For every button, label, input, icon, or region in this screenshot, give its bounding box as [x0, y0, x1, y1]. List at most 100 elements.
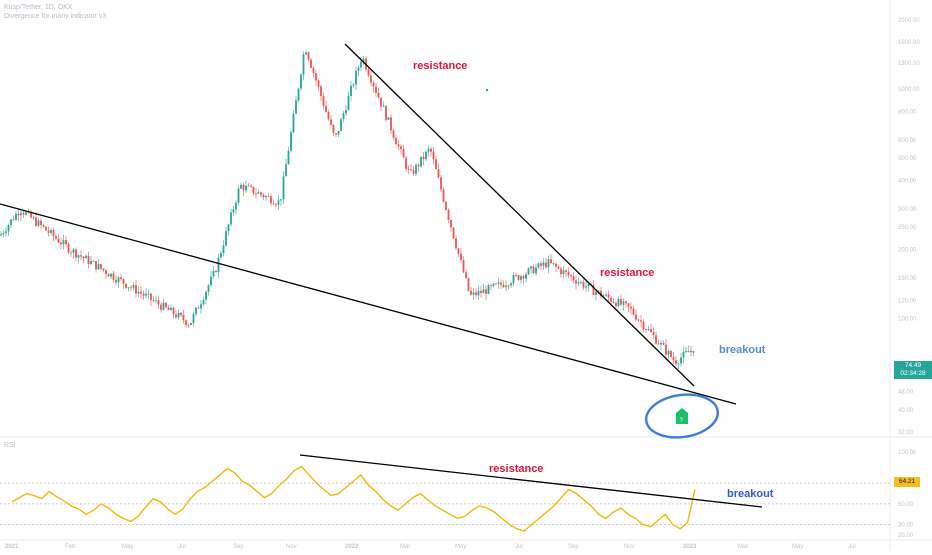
candle-body: [2, 233, 5, 235]
candle-body: [412, 170, 415, 174]
candle-body: [282, 176, 285, 200]
candle-body: [652, 332, 655, 336]
candle-body: [660, 342, 662, 345]
candle-body: [255, 193, 257, 195]
candle-body: [287, 150, 290, 165]
candle-body: [360, 61, 362, 68]
candle-body: [667, 350, 670, 355]
y-tick-label: 40.00: [898, 408, 914, 414]
candle-body: [355, 70, 357, 85]
candle-body: [530, 266, 532, 269]
candle-body: [532, 266, 535, 274]
x-tick-label: 2021: [5, 544, 19, 550]
candle-body: [250, 185, 252, 187]
candle-body: [457, 248, 460, 254]
candle-body: [62, 240, 65, 245]
candle-body: [210, 276, 212, 286]
candle-body: [362, 58, 365, 62]
candle-body: [162, 302, 165, 310]
candle-body: [235, 202, 237, 210]
candle-body: [297, 88, 300, 101]
candle-body: [115, 279, 117, 283]
candle-body: [15, 213, 17, 221]
candle-body: [542, 262, 545, 266]
annotation-label: resistance: [489, 463, 543, 475]
y-tick-label: 48.00: [898, 390, 914, 396]
y-tick-label: 120.00: [898, 298, 917, 304]
rsi-tick-label: 30.00: [898, 523, 914, 529]
candle-body: [557, 266, 560, 269]
candle-body: [17, 213, 20, 216]
y-tick-label: 300.00: [898, 207, 917, 213]
candle-body: [167, 307, 170, 311]
candle-body: [130, 287, 132, 289]
candle-body: [192, 314, 195, 324]
candle-body: [430, 148, 432, 152]
candle-body: [120, 277, 122, 280]
candle-body: [215, 270, 217, 272]
candle-body: [497, 282, 500, 284]
x-tick-label: May: [792, 544, 803, 550]
candle-body: [217, 257, 220, 272]
candle-body: [285, 164, 287, 177]
x-tick-label: Sep: [233, 544, 244, 550]
candle-body: [447, 210, 450, 220]
candle-body: [585, 286, 587, 288]
candle-body: [347, 95, 350, 110]
candle-body: [165, 302, 167, 308]
candle-body: [480, 290, 482, 294]
x-tick-label: Jul: [178, 544, 186, 550]
candle-body: [560, 268, 562, 275]
candle-body: [185, 320, 187, 325]
candle-body: [482, 289, 485, 294]
candle-body: [512, 275, 515, 284]
candle-body: [507, 285, 510, 287]
candle-body: [572, 276, 575, 281]
candle-body: [352, 84, 355, 86]
candle-body: [280, 199, 282, 201]
candle-body: [230, 212, 232, 225]
candle-body: [420, 156, 422, 167]
candle-body: [440, 177, 442, 190]
candle-body: [137, 291, 140, 294]
candle-body: [327, 111, 330, 120]
candle-body: [490, 285, 492, 286]
x-tick-label: Sep: [568, 544, 579, 550]
candle-body: [142, 293, 145, 296]
candle-body: [190, 323, 192, 325]
candle-body: [550, 259, 552, 263]
candle-body: [682, 351, 685, 358]
candle-body: [410, 169, 412, 171]
candle-body: [82, 256, 85, 259]
candle-body: [345, 109, 347, 114]
indicator-title: Divergence for many indicator v3: [4, 13, 107, 20]
candle-body: [312, 67, 315, 73]
candle-body: [240, 184, 242, 189]
candle-body: [632, 308, 635, 315]
candle-body: [330, 119, 332, 125]
candle-body: [325, 105, 327, 112]
candle-body: [187, 324, 190, 326]
x-tick-label: 2022: [345, 544, 359, 550]
candle-body: [657, 343, 660, 345]
candle-body: [117, 277, 120, 283]
candle-body: [222, 245, 225, 253]
candle-body: [502, 284, 505, 288]
candle-body: [92, 260, 95, 262]
candle-body: [570, 275, 572, 277]
candle-body: [300, 74, 302, 89]
candle-body: [87, 255, 90, 264]
candle-body: [437, 169, 440, 178]
candle-body: [157, 300, 160, 305]
candle-body: [317, 80, 320, 87]
candle-body: [677, 363, 680, 365]
candle-body: [465, 272, 467, 278]
candle-body: [680, 357, 682, 364]
candle-body: [387, 117, 390, 120]
candle-body: [487, 285, 490, 294]
candle-body: [242, 184, 245, 191]
candle-body: [382, 106, 385, 107]
candle-body: [372, 82, 375, 87]
symbol-title: Kusp/Tether, 1D, OKX: [4, 4, 73, 11]
